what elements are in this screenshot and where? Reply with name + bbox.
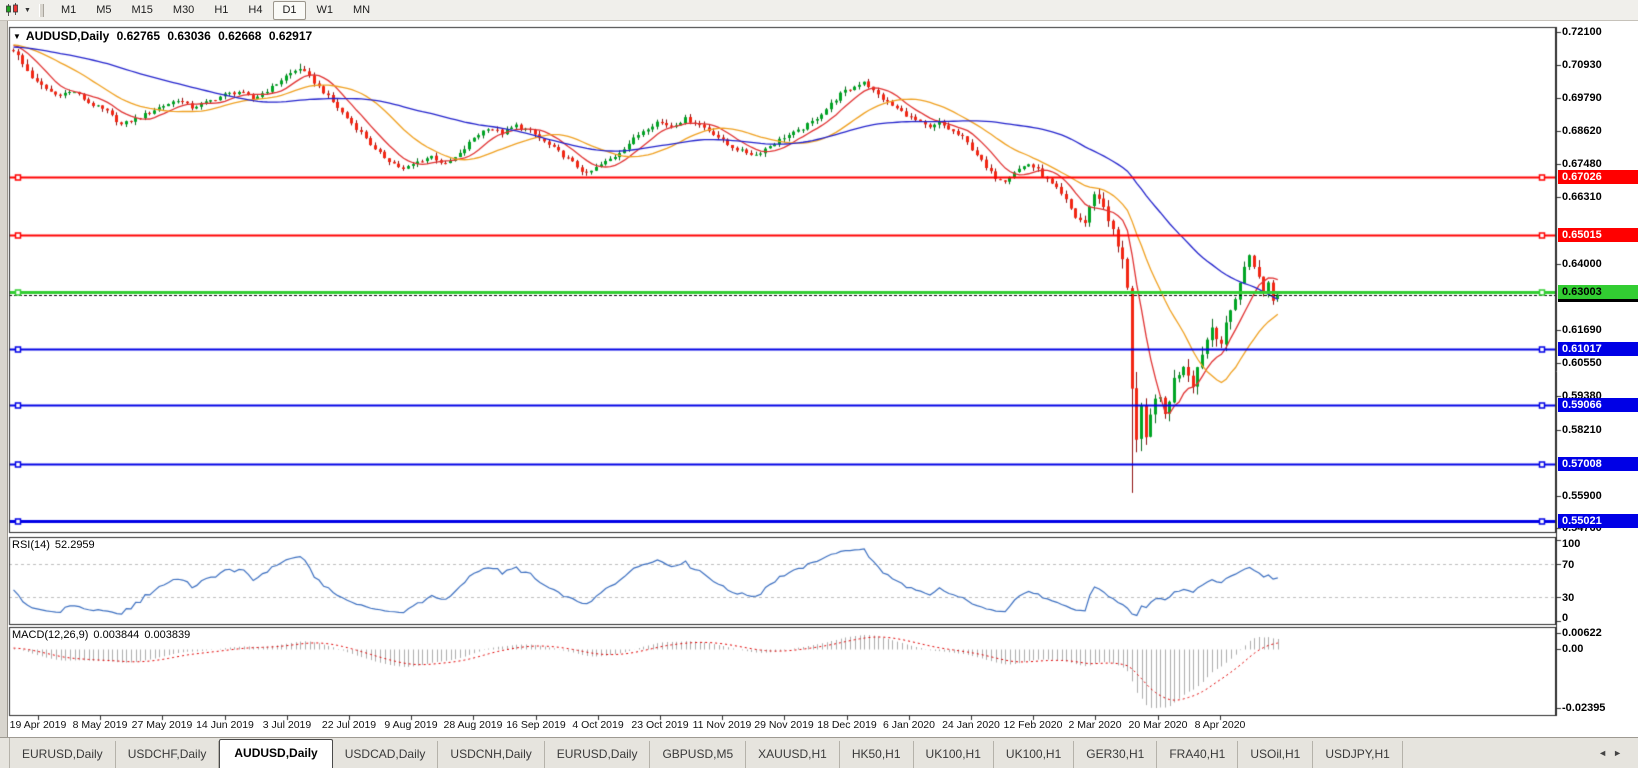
price-tick-label: 0.55900 [1562,490,1602,502]
date-axis-label: 23 Oct 2019 [631,719,689,731]
macd-signal-value: 0.003839 [144,629,191,641]
macd-scale-label: 0.00622 [1562,627,1602,639]
date-axis-label: 6 Jan 2020 [883,719,935,731]
symbol-tab-HK50-H1[interactable]: HK50,H1 [840,741,914,768]
date-axis-label: 2 Mar 2020 [1068,719,1122,731]
macd-name: MACD(12,26,9) [12,629,89,641]
price-tick-label: 0.70930 [1562,59,1602,71]
symbol-tab-USDCHF-Daily[interactable]: USDCHF,Daily [116,741,220,768]
symbol-tab-FRA40-H1[interactable]: FRA40,H1 [1157,741,1239,768]
price-tick-label: 0.68620 [1562,125,1602,137]
window-left-edge [0,21,8,737]
price-tick-label: 0.64000 [1562,258,1602,270]
tab-scroll-right-icon[interactable]: ► [1613,748,1628,758]
toolbar: ▼ M1 M5 M15 M30 H1 H4 D1 W1 MN [0,0,1638,21]
date-axis-label: 27 May 2019 [131,719,193,731]
date-axis-label: 11 Nov 2019 [692,719,752,731]
date-axis-label: 3 Jul 2019 [262,719,312,731]
date-axis-label: 8 May 2019 [72,719,128,731]
price-line-badge: 0.67026 [1558,170,1638,184]
date-axis-label: 24 Jan 2020 [942,719,1000,731]
date-axis-label: 12 Feb 2020 [1003,719,1063,731]
date-axis-label: 14 Jun 2019 [196,719,254,731]
toolbar-drag-handle[interactable] [38,3,44,17]
rsi-scale-label: 0 [1562,612,1569,624]
price-tick-label: 0.60550 [1562,357,1602,369]
date-axis-label: 8 Apr 2020 [1194,719,1246,731]
timeframe-button-H4[interactable]: H4 [248,3,263,16]
symbol-tab-USDCNH-Daily[interactable]: USDCNH,Daily [438,741,545,768]
tab-bar-left-pad [0,738,10,768]
symbol-tab-EURUSD-Daily[interactable]: EURUSD,Daily [10,741,116,768]
candlestick-glyph [6,3,18,16]
rsi-scale-label: 30 [1562,592,1575,604]
price-tick-label: 0.66310 [1562,191,1602,203]
price-tick-label: 0.67480 [1562,158,1602,170]
symbol-tab-UK100-H1[interactable]: UK100,H1 [994,741,1075,768]
macd-main-value: 0.003844 [93,629,140,641]
symbol-tab-EURUSD-Daily[interactable]: EURUSD,Daily [545,741,651,768]
timeframe-button-M5[interactable]: M5 [96,3,112,16]
timeframe-button-M1[interactable]: M1 [60,3,77,16]
macd-scale-label: -0.02395 [1562,702,1606,714]
macd-scale-label: 0.00 [1562,643,1584,655]
price-tick-label: 0.61690 [1562,324,1602,336]
rsi-value: 52.2959 [54,539,95,551]
chart-type-icon[interactable] [3,3,23,18]
price-line-badge: 0.61017 [1558,342,1638,356]
ohlc-low: 0.62668 [218,29,262,43]
tab-scroll-left-icon[interactable]: ◄ [1598,748,1614,758]
chart-type-dropdown-caret[interactable]: ▼ [24,6,31,14]
timeframe-button-W1[interactable]: W1 [316,3,334,16]
date-axis-label: 22 Jul 2019 [321,719,377,731]
date-axis-label: 18 Dec 2019 [817,719,877,731]
rsi-name: RSI(14) [12,539,50,551]
price-tick-label: 0.69790 [1562,92,1602,104]
timeframe-button-M30[interactable]: M30 [172,3,195,16]
macd-indicator-label: MACD(12,26,9) 0.003844 0.003839 [12,629,195,641]
price-line-badge: 0.57008 [1558,457,1638,471]
price-line-badge: 0.63003 [1558,285,1638,299]
chart-title: ▼ AUDUSD,Daily 0.62765 0.63036 0.62668 0.… [13,29,316,43]
symbol-tab-UK100-H1[interactable]: UK100,H1 [914,741,994,768]
symbol-tab-XAUUSD-H1[interactable]: XAUUSD,H1 [746,741,840,768]
price-line-badge: 0.55021 [1558,514,1638,528]
date-axis-label: 20 Mar 2020 [1128,719,1188,731]
ohlc-open: 0.62765 [116,29,161,43]
chart-tab-bar: EURUSD,Daily USDCHF,Daily AUDUSD,Daily USDC… [0,737,1638,768]
rsi-scale-label: 100 [1562,538,1581,550]
timeframe-button-group: M1 M5 M15 M30 H1 H4 D1 W1 MN [51,0,380,20]
date-axis-label: 4 Oct 2019 [572,719,624,731]
price-line-badge: 0.65015 [1558,228,1638,242]
date-axis-label: 19 Apr 2019 [9,719,67,731]
symbol-tab-USOil-H1[interactable]: USOil,H1 [1238,741,1314,768]
price-tick-label: 0.58210 [1562,424,1602,436]
tab-scroll-arrows: ◄► [1598,748,1628,758]
symbol-tab-GBPUSD-M5[interactable]: GBPUSD,M5 [650,741,747,768]
chart-symbol: AUDUSD,Daily [25,29,110,43]
rsi-scale-label: 70 [1562,559,1575,571]
timeframe-button-MN[interactable]: MN [353,3,371,16]
date-axis-label: 28 Aug 2019 [443,719,503,731]
timeframe-button-H1[interactable]: H1 [214,3,229,16]
price-line-badge: 0.59066 [1558,398,1638,412]
symbol-tab-USDJPY-H1[interactable]: USDJPY,H1 [1313,741,1403,768]
rsi-indicator-label: RSI(14) 52.2959 [12,539,100,551]
timeframe-button-D1[interactable]: D1 [273,0,306,20]
price-tick-label: 0.72100 [1562,26,1602,38]
ohlc-high: 0.63036 [167,29,211,43]
date-axis-label: 16 Sep 2019 [506,719,566,731]
symbol-tab-GER30-H1[interactable]: GER30,H1 [1074,741,1158,768]
date-axis-label: 9 Aug 2019 [384,719,438,731]
timeframe-button-M15[interactable]: M15 [131,3,153,16]
ohlc-close: 0.62917 [268,29,313,43]
date-axis-label: 29 Nov 2019 [754,719,814,731]
symbol-tab-AUDUSD-Daily[interactable]: AUDUSD,Daily [219,739,333,768]
symbol-tab-USDCAD-Daily[interactable]: USDCAD,Daily [333,741,439,768]
symbol-caret-icon: ▼ [13,32,21,41]
